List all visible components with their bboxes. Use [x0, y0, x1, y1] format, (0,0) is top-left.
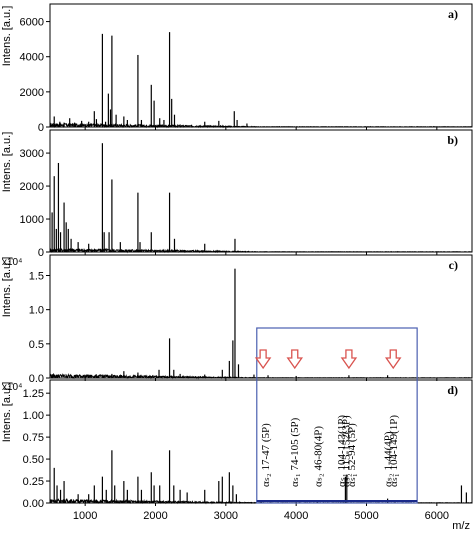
y-axis-label: Intens. [a.u.]: [1, 257, 13, 318]
peak-annotation: αₛ₂ 115-152(3P): [340, 415, 352, 487]
panel-label: c): [449, 258, 458, 272]
panel-2: 0 1000 2000 3000 Intens. [a.u.] b): [1, 129, 473, 259]
peak-annotation: αₛ₁ 104-149(1P): [388, 415, 400, 487]
panel-label: a): [448, 7, 458, 21]
arrow-shape: [384, 349, 402, 370]
x-tick-label: 3000: [214, 510, 238, 522]
y-tick-label: 1.0: [29, 305, 44, 317]
y-tick-label: 0.0: [29, 373, 44, 385]
y-multiplier: x10⁴: [2, 382, 22, 393]
peak-annotation: αₛ₁ 52-94 (5P): [346, 423, 358, 487]
peak-annotation: αₛ₂ 46-80(4P): [312, 426, 324, 487]
y-tick-label: 0: [38, 247, 44, 259]
y-tick-label: 1000: [20, 214, 44, 226]
x-tick-label: 6000: [425, 510, 449, 522]
down-arrow-icon: [384, 349, 402, 370]
down-arrow-icon: [286, 349, 304, 370]
y-tick-label: 2000: [20, 87, 44, 99]
peak-annotation: αₛ₁ 104-143(1P): [336, 415, 348, 487]
y-tick-label: 0.00: [23, 498, 44, 510]
y-axis-label: Intens. [a.u.]: [1, 6, 13, 67]
y-tick-label: 2000: [20, 181, 44, 193]
x-tick-label: 2000: [143, 510, 167, 522]
y-tick-label: 3000: [20, 148, 44, 160]
panel-4: 0.00 0.25 0.50 0.75 1.00 1.25 Intens. [a.u.]x1…: [1, 379, 473, 510]
y-tick-label: 0.5: [29, 339, 44, 351]
y-tick-label: 1.5: [29, 271, 44, 283]
spectrum-baseline: [49, 122, 473, 129]
spectrum-baseline: [49, 247, 472, 254]
panel-frame: [49, 129, 473, 253]
peak-annotation: αₛ₂ 17-47 (5P): [260, 423, 272, 487]
panel-label: d): [447, 383, 458, 397]
arrow-shape: [286, 349, 304, 370]
x-tick-label: 4000: [284, 510, 308, 522]
y-tick-label: 4000: [20, 52, 44, 64]
y-axis-label: Intens. [a.u.]: [1, 132, 13, 193]
y-tick-label: 6000: [20, 17, 44, 29]
y-multiplier: x10⁴: [2, 257, 22, 268]
y-tick-label: 1.00: [23, 410, 44, 422]
down-arrow-icon: [340, 349, 358, 370]
y-tick-label: 1.25: [23, 388, 44, 400]
y-tick-label: 0.50: [23, 454, 44, 466]
panel-3: 0.0 0.5 1.0 1.5 Intens. [a.u.]x10⁴ c): [1, 254, 473, 385]
spectra-panels: 0 2000 4000 6000 Intens. [a.u.] a) 0 1000 2000 30…: [1, 3, 473, 510]
y-axis-label: Intens. [a.u.]: [1, 382, 13, 443]
arrow-shape: [254, 349, 272, 370]
highlight-overlay: αₛ₂ 17-47 (5P) αₛ₁ 74-105 (5P) αₛ₂ 46-80(4…: [254, 327, 418, 504]
y-tick-label: 0.25: [23, 476, 44, 488]
panel-1: 0 2000 4000 6000 Intens. [a.u.] a): [1, 3, 473, 134]
down-arrow-icon: [254, 349, 272, 370]
peak-annotation: αₛ₂ 1-44(4P): [383, 431, 395, 487]
spectrum-baseline: [49, 372, 473, 380]
y-tick-label: 0.75: [23, 432, 44, 444]
highlight-box: [256, 327, 418, 504]
panel-label: b): [447, 133, 458, 147]
peak-annotation: αₛ₁ 74-105 (5P): [289, 417, 301, 487]
x-tick-label: 5000: [354, 510, 378, 522]
y-tick-label: 0: [38, 122, 44, 134]
panel-frame: [49, 3, 473, 128]
arrow-shape: [340, 349, 358, 370]
x-axis-label: m/z: [452, 520, 470, 532]
x-tick-label: 1000: [73, 510, 97, 522]
